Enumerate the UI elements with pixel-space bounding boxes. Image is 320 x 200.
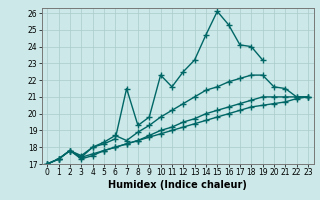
X-axis label: Humidex (Indice chaleur): Humidex (Indice chaleur) [108,180,247,190]
